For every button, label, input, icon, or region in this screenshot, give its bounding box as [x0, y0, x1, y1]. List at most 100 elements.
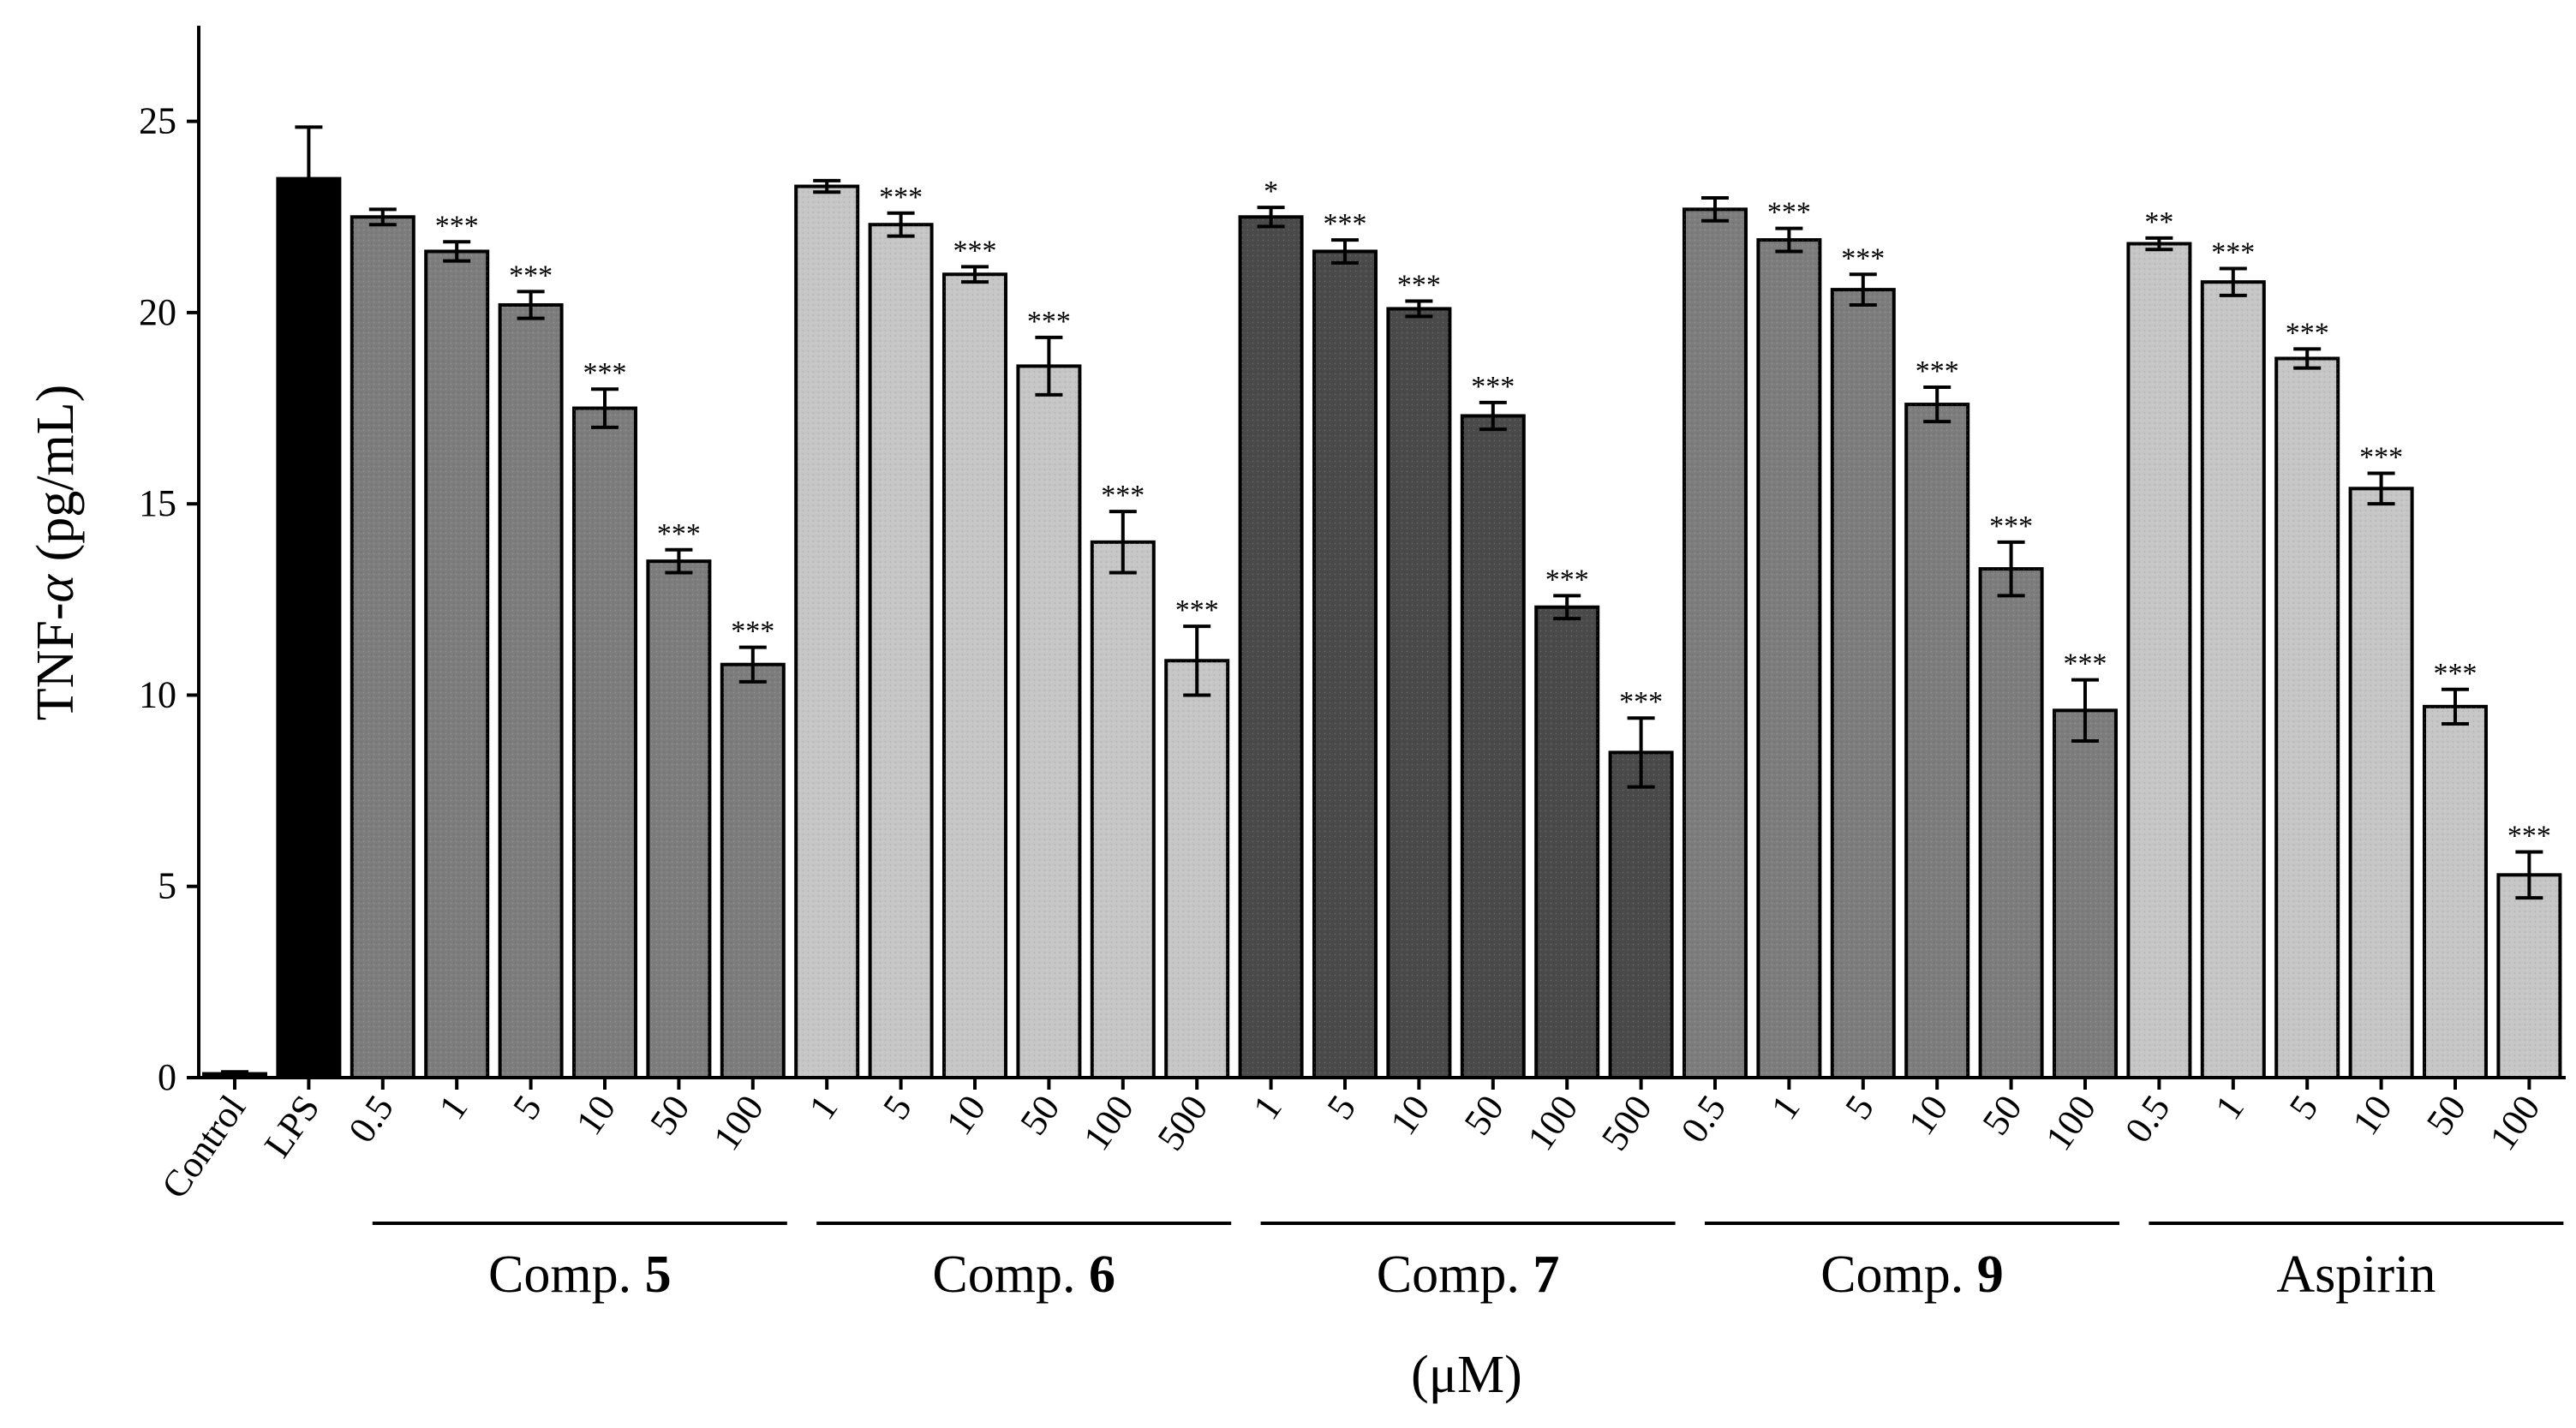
x-tick-label: 50	[1456, 1088, 1512, 1143]
group-label: Comp. 9	[1820, 1246, 2004, 1304]
bar-texture	[2054, 710, 2116, 1078]
x-tick-label: 5	[1318, 1088, 1364, 1127]
significance-label: ***	[435, 210, 479, 242]
bar-texture	[1980, 569, 2042, 1078]
bar-texture	[2202, 282, 2264, 1078]
bar-texture	[426, 251, 488, 1078]
significance-label: ***	[1545, 564, 1589, 595]
significance-label: ***	[1767, 197, 1811, 229]
x-tick-label: 5	[875, 1088, 920, 1127]
bar-texture	[1536, 606, 1599, 1078]
significance-label: ***	[2507, 821, 2551, 852]
significance-label: ***	[1324, 208, 1367, 240]
x-tick-label: 1	[1245, 1088, 1290, 1127]
y-tick-label: 15	[139, 482, 176, 524]
bar-texture	[796, 186, 858, 1078]
x-tick-label: 0.5	[1673, 1088, 1735, 1150]
bar-texture	[1388, 308, 1450, 1078]
x-tick-label: 50	[2418, 1088, 2474, 1143]
x-tick-label: 500	[1593, 1088, 1660, 1158]
x-tick-label: 5	[505, 1088, 550, 1127]
significance-label: ***	[1397, 270, 1441, 302]
x-tick-label: 10	[1900, 1088, 1956, 1143]
bar-texture	[2128, 243, 2190, 1078]
x-tick-label: 1	[2207, 1088, 2252, 1127]
x-tick-label: 100	[2037, 1088, 2104, 1158]
y-tick-label: 5	[158, 865, 176, 907]
bar-texture	[2350, 488, 2412, 1078]
bar-texture	[2276, 358, 2339, 1078]
bar-texture	[870, 224, 932, 1078]
x-tick-label: 100	[1519, 1088, 1586, 1158]
x-tick-label: 5	[1837, 1088, 1882, 1127]
significance-label: ***	[2359, 441, 2403, 473]
significance-label: **	[2144, 206, 2173, 238]
bar-texture	[1832, 290, 1894, 1078]
bar-texture	[944, 274, 1006, 1078]
significance-label: ***	[879, 182, 923, 213]
x-tick-label: LPS	[256, 1088, 328, 1165]
bar-texture	[1906, 404, 1969, 1078]
bar-texture	[1240, 217, 1302, 1078]
bar-texture	[1758, 240, 1820, 1078]
y-tick-label: 25	[139, 100, 176, 142]
x-tick-label: 0.5	[2117, 1088, 2179, 1150]
significance-label: ***	[1471, 371, 1515, 403]
bar-texture	[1314, 251, 1376, 1078]
bars-layer: ****************************************…	[202, 125, 2562, 1080]
x-tick-label: 10	[2344, 1088, 2400, 1143]
significance-label: ***	[1619, 686, 1663, 718]
bar-texture	[1461, 415, 1524, 1078]
bar-texture	[351, 217, 414, 1078]
x-tick-label: 50	[642, 1088, 697, 1143]
significance-label: ***	[953, 235, 997, 266]
x-tick-label: 1	[431, 1088, 476, 1127]
significance-label: ***	[2434, 658, 2477, 690]
x-tick-label: 50	[1012, 1088, 1067, 1143]
x-tick-label: 10	[938, 1088, 994, 1143]
bar-texture	[721, 664, 784, 1078]
bar-texture	[499, 304, 562, 1078]
x-tick-label: 5	[2281, 1088, 2327, 1127]
x-tick-label: 500	[1149, 1088, 1216, 1158]
x-tick-label: 100	[1075, 1088, 1142, 1158]
y-axis-title: TNF-α (pg/mL)	[27, 385, 85, 720]
x-axis-title: (μM)	[1411, 1346, 1522, 1404]
bar-texture	[1166, 660, 1228, 1078]
significance-label: ***	[1175, 595, 1219, 626]
group-label: Aspirin	[2276, 1246, 2436, 1304]
significance-label: ***	[657, 518, 701, 550]
x-tick-label: 1	[1763, 1088, 1808, 1127]
significance-label: ***	[1841, 242, 1885, 274]
group-label: Comp. 5	[488, 1246, 672, 1304]
bar-texture	[1091, 541, 1154, 1078]
significance-label: ***	[2211, 237, 2255, 269]
bar-texture	[1018, 366, 1080, 1078]
x-tick-label: 10	[568, 1088, 624, 1143]
bar	[276, 176, 342, 1080]
significance-label: ***	[731, 616, 774, 648]
group-label: Comp. 7	[1377, 1246, 1560, 1304]
x-tick-label: 100	[2482, 1088, 2549, 1158]
significance-label: ***	[2286, 317, 2329, 349]
bar-texture	[574, 408, 636, 1078]
x-tick-label: 50	[1974, 1088, 2029, 1143]
y-tick-label: 20	[139, 291, 176, 333]
x-tick-label: 0.5	[340, 1088, 402, 1150]
significance-label: ***	[1027, 306, 1071, 338]
y-tick-label: 0	[158, 1056, 176, 1098]
significance-label: ***	[583, 357, 627, 389]
x-tick-label: 100	[705, 1088, 772, 1158]
bar-texture	[648, 561, 710, 1078]
significance-label: ***	[2064, 648, 2107, 680]
group-label: Comp. 6	[932, 1246, 1115, 1304]
bar-texture	[1610, 752, 1672, 1078]
x-tick-label: Control	[153, 1088, 254, 1206]
bar-texture	[2424, 706, 2486, 1078]
significance-label: ***	[509, 260, 553, 291]
significance-label: ***	[1101, 480, 1145, 511]
bar-texture	[2498, 875, 2561, 1078]
significance-label: ***	[1989, 511, 2033, 542]
y-tick-label: 10	[139, 673, 176, 715]
